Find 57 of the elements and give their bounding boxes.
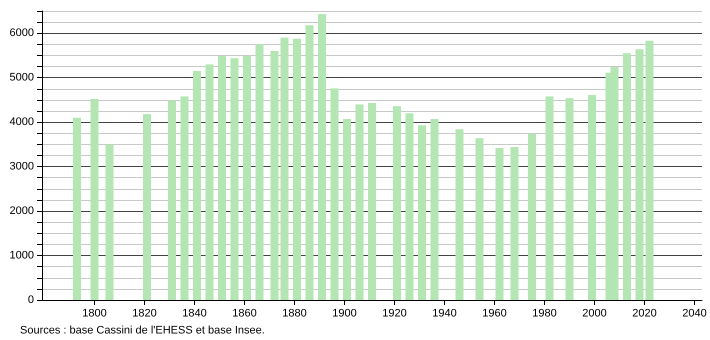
bar bbox=[193, 71, 201, 300]
bar bbox=[270, 51, 278, 300]
x-tick-label: 1860 bbox=[232, 308, 257, 320]
bar bbox=[106, 144, 114, 300]
bar bbox=[588, 95, 596, 300]
bar bbox=[293, 38, 301, 300]
x-tick-label: 1820 bbox=[132, 308, 157, 320]
bar bbox=[356, 104, 364, 300]
y-tick-label: 5000 bbox=[10, 72, 34, 84]
bar bbox=[90, 99, 98, 300]
bar bbox=[546, 96, 554, 300]
y-tick-label: 2000 bbox=[10, 205, 34, 218]
x-tick-label: 1800 bbox=[82, 308, 107, 320]
bar bbox=[280, 38, 288, 300]
bar bbox=[230, 58, 238, 300]
bar bbox=[510, 147, 518, 300]
bar bbox=[368, 103, 376, 300]
bar bbox=[318, 14, 326, 300]
y-tick-label: 0 bbox=[28, 294, 34, 306]
bar bbox=[528, 134, 536, 300]
x-tick-label: 1840 bbox=[182, 308, 207, 320]
bar bbox=[393, 106, 401, 300]
bar bbox=[496, 148, 504, 300]
x-tick-label: 1940 bbox=[432, 308, 457, 320]
y-tick-label: 4000 bbox=[10, 116, 34, 128]
bar bbox=[218, 56, 226, 300]
x-tick-label: 1960 bbox=[482, 308, 507, 320]
bar bbox=[623, 53, 631, 300]
bar bbox=[73, 118, 81, 300]
bar bbox=[143, 114, 151, 300]
bar bbox=[566, 98, 574, 300]
x-tick-label: 1920 bbox=[382, 308, 407, 320]
bar bbox=[243, 56, 251, 300]
source-note: Sources : base Cassini de l'EHESS et base Insee. bbox=[20, 324, 265, 336]
bar bbox=[256, 44, 264, 300]
bar bbox=[343, 119, 351, 300]
bar bbox=[636, 49, 644, 300]
x-tick-label: 2040 bbox=[682, 308, 707, 320]
bar bbox=[646, 40, 654, 300]
y-tick-label: 6000 bbox=[10, 27, 34, 40]
bar bbox=[406, 113, 414, 300]
x-tick-label: 2020 bbox=[632, 308, 657, 320]
bar bbox=[330, 88, 338, 300]
bar bbox=[306, 25, 314, 300]
y-tick-label: 1000 bbox=[10, 250, 34, 262]
bar bbox=[456, 129, 464, 300]
bar bbox=[206, 64, 214, 300]
x-tick-label: 1980 bbox=[532, 308, 557, 320]
x-tick-label: 2000 bbox=[582, 308, 607, 320]
y-tick-label: 3000 bbox=[10, 160, 34, 173]
bar bbox=[180, 96, 188, 300]
bar bbox=[476, 138, 484, 300]
x-tick-label: 1900 bbox=[332, 308, 357, 320]
bar bbox=[430, 119, 438, 300]
bar bbox=[418, 125, 426, 300]
x-tick-label: 1880 bbox=[282, 308, 307, 320]
bar bbox=[168, 100, 176, 300]
